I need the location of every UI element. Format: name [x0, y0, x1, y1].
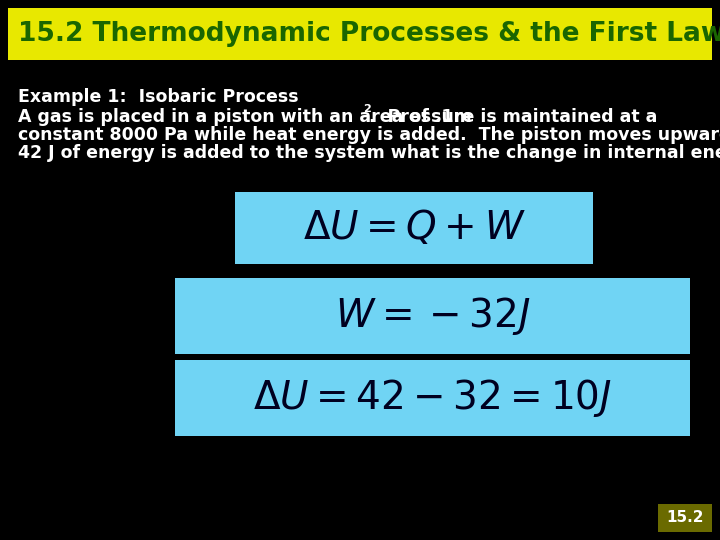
Text: 42 J of energy is added to the system what is the change in internal energy?: 42 J of energy is added to the system wh… [18, 144, 720, 162]
Text: .  Pressure is maintained at a: . Pressure is maintained at a [369, 108, 658, 126]
Text: constant 8000 Pa while heat energy is added.  The piston moves upward 4 cm.  If: constant 8000 Pa while heat energy is ad… [18, 126, 720, 144]
Text: $\Delta U = Q + W$: $\Delta U = Q + W$ [302, 208, 526, 247]
Bar [175, 360, 690, 436]
Text: Example 1:  Isobaric Process: Example 1: Isobaric Process [18, 88, 299, 106]
Text: $\Delta U = 42 - 32 = 10J$: $\Delta U = 42 - 32 = 10J$ [253, 377, 612, 419]
Bar [658, 504, 712, 532]
Bar [8, 8, 712, 60]
Text: 15.2 Thermodynamic Processes & the First Law: 15.2 Thermodynamic Processes & the First… [18, 21, 720, 47]
Text: A gas is placed in a piston with an area of .1m: A gas is placed in a piston with an area… [18, 108, 472, 126]
Bar [235, 192, 593, 264]
Text: $W = -32J$: $W = -32J$ [335, 295, 531, 337]
Text: 15.2: 15.2 [666, 510, 703, 525]
Text: 2: 2 [364, 104, 372, 114]
Bar [175, 278, 690, 354]
